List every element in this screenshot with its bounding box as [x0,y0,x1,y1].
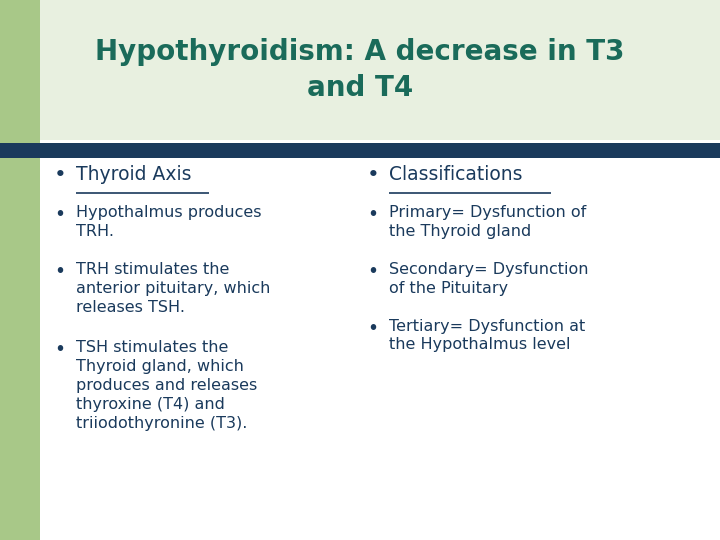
Text: Hypothyroidism: A decrease in T3
and T4: Hypothyroidism: A decrease in T3 and T4 [95,38,625,102]
FancyBboxPatch shape [0,0,40,140]
Text: Primary= Dysfunction of
the Thyroid gland: Primary= Dysfunction of the Thyroid glan… [389,205,586,239]
Text: Secondary= Dysfunction
of the Pituitary: Secondary= Dysfunction of the Pituitary [389,262,588,296]
Text: •: • [367,262,378,281]
Text: •: • [54,205,65,224]
Text: •: • [367,165,380,185]
FancyBboxPatch shape [0,143,720,158]
Text: •: • [367,319,378,338]
Text: •: • [54,340,65,359]
Text: Thyroid Axis: Thyroid Axis [76,165,191,184]
Text: TRH stimulates the
anterior pituitary, which
releases TSH.: TRH stimulates the anterior pituitary, w… [76,262,270,315]
Text: •: • [54,262,65,281]
FancyBboxPatch shape [0,0,40,540]
Text: Hypothalmus produces
TRH.: Hypothalmus produces TRH. [76,205,261,239]
Text: •: • [54,165,67,185]
Text: TSH stimulates the
Thyroid gland, which
produces and releases
thyroxine (T4) and: TSH stimulates the Thyroid gland, which … [76,340,257,430]
Text: Tertiary= Dysfunction at
the Hypothalmus level: Tertiary= Dysfunction at the Hypothalmus… [389,319,585,353]
Text: Classifications: Classifications [389,165,522,184]
FancyBboxPatch shape [40,0,720,140]
Text: •: • [367,205,378,224]
